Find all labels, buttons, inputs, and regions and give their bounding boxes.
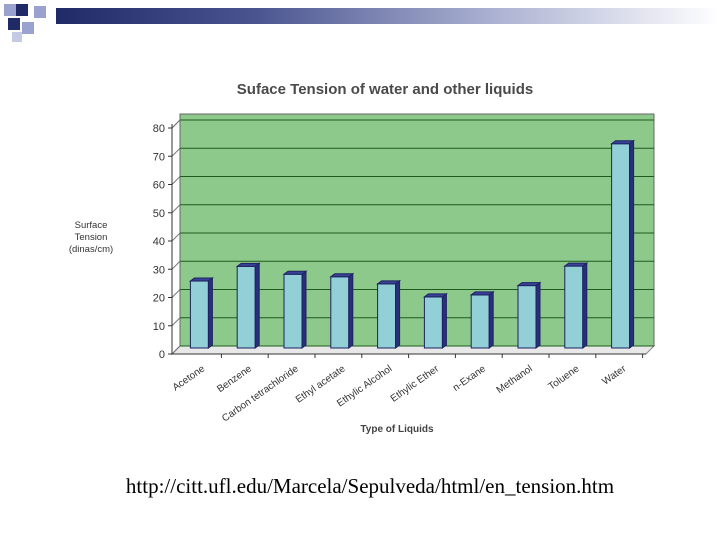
bar-benzene	[235, 262, 261, 349]
bar-face	[236, 265, 256, 349]
bar-toluene	[563, 262, 589, 349]
x-tick-label: Ethylic Ether	[389, 363, 442, 405]
decor-square	[8, 18, 20, 30]
bar-face	[564, 265, 584, 349]
decor-square	[4, 4, 16, 16]
y-tick-label: 40	[153, 236, 165, 248]
bar-top	[235, 262, 261, 267]
y-tick-label: 30	[153, 264, 165, 276]
bar-face	[189, 280, 209, 349]
bar-side	[254, 262, 260, 349]
bar-n-exane	[469, 290, 495, 349]
bar-side	[207, 277, 213, 349]
bar-side	[488, 290, 494, 349]
bar-ethylic-ether	[422, 292, 448, 349]
bar-side	[535, 281, 541, 349]
y-tick-label: 10	[153, 321, 165, 333]
bar-face	[611, 143, 631, 349]
decor-square	[34, 6, 46, 18]
bar-side	[395, 279, 401, 349]
gridline-side	[171, 119, 181, 129]
bar-top	[469, 291, 495, 296]
gridline-side	[171, 260, 181, 270]
bar-face	[517, 285, 537, 349]
x-tick-label: Benzene	[215, 363, 254, 395]
bar-top	[516, 282, 542, 287]
bar-side	[348, 272, 354, 349]
gridline-side	[171, 317, 181, 327]
bar-top	[282, 270, 308, 275]
gridline-side	[171, 204, 181, 214]
bar-ethyl-acetate	[329, 272, 355, 349]
bar-top	[563, 262, 589, 267]
y-tick-label: 20	[153, 293, 165, 305]
x-axis-label: Type of Liquids	[360, 424, 434, 435]
bar-side	[301, 270, 307, 349]
x-tick-label: Carbon tetrachloride	[220, 363, 301, 424]
bar-acetone	[188, 277, 214, 349]
x-tick-label: Acetone	[171, 363, 208, 393]
bar-top	[610, 140, 636, 145]
bar-carbon-tetrachloride	[282, 270, 308, 349]
decor-square	[22, 22, 34, 34]
y-axis-label-line: Surface	[75, 220, 108, 231]
bar-side	[441, 292, 447, 349]
bar-ethylic-alcohol	[376, 279, 402, 349]
bar-top	[329, 273, 355, 278]
y-axis-label-line: Tension	[75, 232, 108, 243]
gridline-side	[171, 147, 181, 157]
gridline-side	[171, 345, 181, 355]
bar-chart: Suface Tension of water and other liquid…	[69, 81, 656, 435]
decor-square	[12, 32, 22, 42]
bar-side	[582, 262, 588, 349]
header-gradient-bar	[56, 8, 720, 24]
x-tick-label: Methanol	[495, 363, 535, 396]
bar-side	[629, 139, 635, 349]
decor-square	[16, 4, 28, 16]
y-tick-label: 60	[153, 180, 165, 192]
x-tick-label: Water	[600, 363, 628, 387]
bar-face	[330, 276, 350, 349]
gridline-side	[171, 232, 181, 242]
y-axis-label-line: (dinas/cm)	[69, 244, 113, 255]
bar-top	[422, 293, 448, 298]
bar-methanol	[516, 281, 542, 349]
bar-face	[283, 273, 303, 349]
y-tick-label: 80	[153, 123, 165, 135]
chart-title: Suface Tension of water and other liquid…	[237, 81, 533, 98]
bar-top	[376, 280, 402, 285]
gridline-side	[171, 176, 181, 185]
bar-face	[377, 283, 397, 349]
bar-top	[188, 277, 214, 282]
source-url: http://citt.ufl.edu/Marcela/Sepulveda/ht…	[125, 474, 615, 498]
y-tick-label: 0	[159, 349, 165, 361]
y-tick-label: 50	[153, 208, 165, 220]
x-tick-label: n-Exane	[451, 363, 488, 394]
gridline-side	[171, 289, 181, 298]
bar-face	[470, 294, 490, 349]
x-tick-label: Toluene	[547, 363, 582, 392]
slide-decoration	[0, 0, 720, 45]
y-tick-label: 70	[153, 151, 165, 163]
bar-face	[423, 296, 443, 349]
bar-water	[610, 139, 636, 349]
